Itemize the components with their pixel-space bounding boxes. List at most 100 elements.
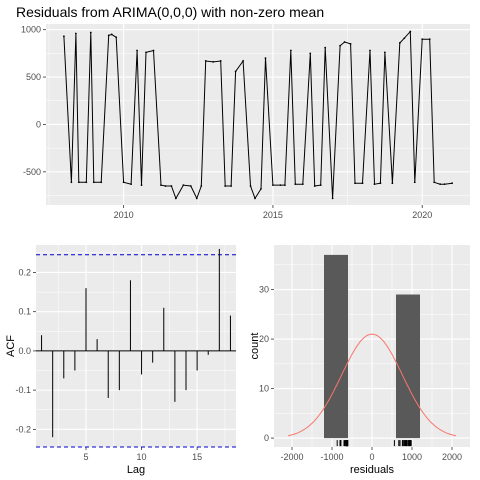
y-tick-label: 10: [259, 384, 269, 394]
residual-point: [212, 61, 215, 63]
residual-point: [74, 32, 77, 35]
residual-point: [160, 184, 162, 186]
acf-x-axis-label: Lag: [127, 464, 145, 476]
residual-point: [219, 60, 222, 62]
residual-point: [164, 185, 167, 187]
residual-point: [264, 57, 267, 60]
histogram-bar: [324, 254, 348, 439]
residual-point: [361, 182, 364, 185]
x-tick-label: 0: [369, 452, 374, 462]
chart-title: Residuals from ARIMA(0,0,0) with non-zer…: [16, 4, 324, 20]
residual-point: [403, 37, 406, 40]
residual-point: [100, 181, 103, 184]
y-tick-label: -500: [23, 167, 41, 177]
y-tick-label: 0.0: [18, 346, 31, 356]
y-tick-label: 500: [26, 72, 41, 82]
residual-point: [77, 181, 80, 184]
residual-point: [249, 185, 252, 187]
residual-point: [443, 183, 446, 186]
histogram-bar: [396, 294, 420, 439]
residual-point: [294, 183, 297, 186]
x-tick-label: 1000: [402, 452, 422, 462]
residual-point: [309, 52, 312, 55]
residual-point: [92, 181, 95, 184]
x-tick-label: 5: [83, 452, 88, 462]
residual-point: [174, 197, 177, 200]
residual-point: [349, 43, 352, 45]
density-curve: [287, 333, 457, 437]
residual-point: [204, 60, 207, 62]
residual-point: [339, 44, 342, 47]
residual-point: [391, 182, 394, 185]
acf-panel: 5 10 15 -0.2 -0.1 0.0 0.1 0.2 Lag ACF: [5, 245, 236, 476]
residuals-panel: 2010 2015 2020 -500 0 500 1000: [21, 24, 470, 220]
residual-point: [195, 197, 198, 200]
residual-point: [115, 36, 118, 39]
residual-point: [409, 30, 412, 33]
residual-point: [70, 181, 73, 184]
residual-point: [122, 181, 125, 184]
residual-point: [439, 183, 442, 186]
residual-point: [182, 184, 185, 186]
y-tick-label: -0.1: [15, 385, 31, 395]
y-tick-label: 0: [36, 119, 41, 129]
residual-point: [170, 185, 173, 187]
y-tick-label: 0.2: [18, 267, 31, 277]
residual-point: [234, 70, 237, 73]
residual-point: [242, 60, 244, 62]
residual-point: [272, 184, 274, 186]
y-tick-label: 20: [259, 334, 269, 344]
acf-y-axis-label: ACF: [5, 335, 17, 357]
x-tick-label: 15: [192, 452, 202, 462]
histogram-y-axis-label: count: [249, 333, 261, 360]
residual-point: [369, 49, 371, 52]
residual-point: [421, 38, 424, 41]
panel-background: [36, 245, 236, 447]
panel-background: [46, 24, 470, 205]
residual-point: [152, 49, 155, 52]
residual-point: [373, 183, 376, 186]
y-tick-label: -0.2: [15, 424, 31, 434]
residual-point: [313, 185, 316, 187]
residual-point: [200, 185, 203, 187]
x-tick-label: 2000: [442, 452, 462, 462]
residual-point: [230, 185, 233, 187]
x-tick-label: 2010: [114, 210, 134, 220]
y-tick-label: 0.1: [18, 307, 31, 317]
residual-point: [85, 181, 88, 184]
residual-point: [107, 34, 110, 37]
residual-point: [136, 49, 138, 52]
residual-point: [130, 183, 132, 186]
residual-point: [145, 51, 147, 54]
residual-point: [254, 197, 256, 200]
residual-point: [189, 185, 192, 187]
histogram-x-axis-label: residuals: [350, 464, 395, 476]
residual-point: [289, 49, 292, 52]
residual-point: [140, 184, 143, 186]
residual-point: [398, 42, 401, 44]
residual-point: [260, 187, 262, 190]
residual-point: [451, 182, 453, 185]
residual-point: [63, 35, 65, 38]
residual-point: [384, 51, 386, 54]
residual-point: [301, 183, 304, 186]
histogram-panel: -2000 -1000 0 1000 2000 0 10 20 30 residuals count: [249, 245, 470, 476]
residual-point: [89, 31, 92, 34]
residual-point: [283, 184, 286, 186]
x-tick-label: -1000: [320, 452, 343, 462]
y-tick-label: 30: [259, 285, 269, 295]
x-tick-label: -2000: [280, 452, 303, 462]
residual-point: [343, 41, 346, 43]
y-tick-label: 0: [264, 433, 269, 443]
x-tick-label: 10: [137, 452, 147, 462]
residual-point: [331, 197, 334, 200]
residual-point: [319, 184, 322, 186]
residual-point: [428, 38, 431, 41]
y-tick-label: 1000: [21, 25, 41, 35]
residual-point: [110, 33, 113, 36]
x-tick-label: 2020: [412, 210, 432, 220]
residual-point: [354, 182, 356, 185]
residual-point: [433, 181, 436, 184]
residual-point: [279, 184, 282, 186]
